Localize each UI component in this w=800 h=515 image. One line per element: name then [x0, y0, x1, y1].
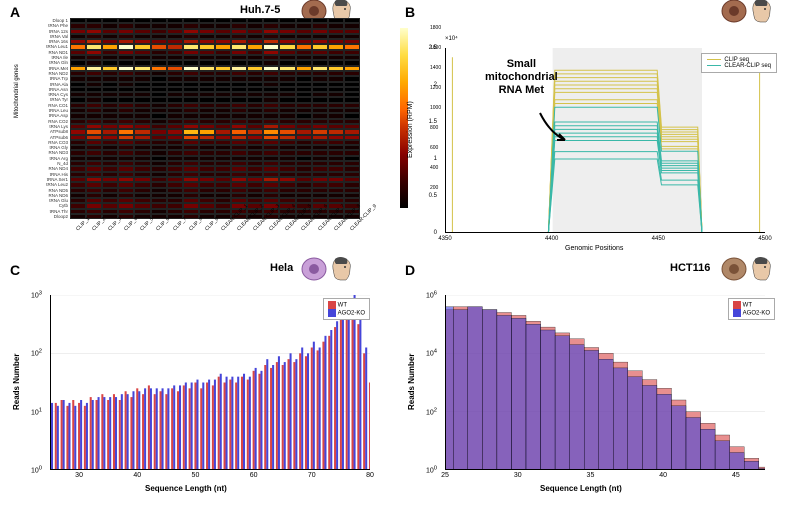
c-xlabel: Sequence Length (nt) [145, 484, 227, 493]
huh-label: Huh.7-5 [240, 4, 280, 16]
d-yticks: 100102104106 [413, 295, 441, 470]
human-head-icon-d [750, 256, 774, 282]
hela-cell-icon [300, 256, 328, 282]
b-annotation: SmallmitochondrialRNA Met [485, 58, 558, 98]
b-legend: CLIP seqCLEAR-CLIP seq [701, 53, 777, 73]
c-legend: WTAGO2-KO [323, 298, 370, 320]
panel-a-heatmap: Mitochondrial genes Dloop 1tRNA PhetRNA … [10, 18, 390, 258]
d-plot-area [445, 295, 765, 470]
b-annotation-arrow [535, 108, 575, 148]
d-legend: WTAGO2-KO [728, 298, 775, 320]
c-plot-area [50, 295, 370, 470]
human-head-icon-c [330, 256, 354, 282]
heatmap-row-labels: Dloop 1tRNA PhetRNA 12stRNA ValtRNA 16st… [10, 18, 68, 219]
panel-b-lineplot: ×10⁴ Expression (RPM) 00.511.522.5 43504… [405, 18, 795, 258]
hela-label: Hela [270, 262, 293, 274]
c-yticks: 100101102103 [18, 295, 46, 470]
d-xlabel: Sequence Length (nt) [540, 484, 622, 493]
panel-d-barplot: Reads Number 100102104106 2530354045 Seq… [405, 280, 795, 505]
heatmap-grid [70, 18, 360, 218]
b-xlabel: Genomic Positions [565, 245, 623, 252]
panel-d-label: D [405, 262, 415, 278]
panel-c-barplot: Reads Number 100101102103 304050607080 S… [10, 280, 390, 505]
hct-cell-icon [720, 256, 748, 282]
hct-label: HCT116 [670, 262, 710, 274]
b-yticks: 00.511.522.5 [413, 48, 441, 233]
b-y-exponent: ×10⁴ [445, 36, 458, 42]
panel-c-label: C [10, 262, 20, 278]
